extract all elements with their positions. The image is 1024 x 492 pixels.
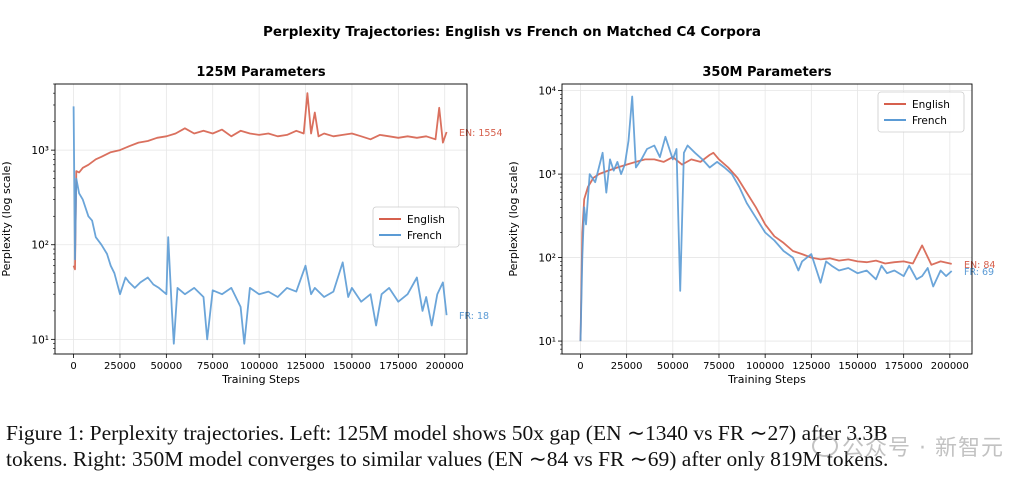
x-axis-label: Training Steps <box>221 373 300 386</box>
x-tick-label: 50000 <box>657 361 689 372</box>
x-tick-label: 100000 <box>746 361 784 372</box>
y-axis-label: Perplexity (log scale) <box>507 161 520 276</box>
wechat-icon <box>812 435 839 457</box>
axes-frame <box>54 83 468 355</box>
watermark: 公众号 · 新智元 <box>812 430 1004 462</box>
axes-frame <box>561 83 973 355</box>
caption-line-2: tokens. Right: 350M model converges to s… <box>6 447 889 471</box>
series-line-french <box>579 95 953 342</box>
y-tick-label: 10² <box>538 253 556 265</box>
chart-125m: 125M Parameters EN: 1554 FR: 18 0 25000 50000… <box>0 65 503 386</box>
y-tick-label: 10² <box>31 240 49 252</box>
legend-label-english: English <box>912 99 950 111</box>
chart-title: 350M Parameters <box>702 65 832 80</box>
x-axis-label: Training Steps <box>727 373 806 386</box>
end-label-english: EN: 1554 <box>459 128 503 139</box>
series-line-french <box>72 106 448 345</box>
y-tick-label: 10¹ <box>31 334 49 346</box>
end-label-french: FR: 18 <box>459 311 489 322</box>
caption-line-1: Figure 1: Perplexity trajectories. Left:… <box>6 421 888 445</box>
x-tick-label: 0 <box>70 361 76 372</box>
y-tick-label: 10³ <box>538 169 556 181</box>
x-tick-label: 25000 <box>611 361 643 372</box>
x-tick-label: 50000 <box>150 361 182 372</box>
legend-box <box>372 206 460 248</box>
x-tick-label: 100000 <box>240 361 278 372</box>
y-tick-label: 10¹ <box>538 336 556 348</box>
end-label-english: EN: 84 <box>964 260 995 271</box>
x-tick-label: 200000 <box>931 361 969 372</box>
x-tick-label: 150000 <box>333 361 371 372</box>
x-tick-label: 75000 <box>197 361 229 372</box>
figure-suptitle: Perplexity Trajectories: English vs Fren… <box>262 24 762 40</box>
end-label-french: FR: 69 <box>964 267 994 278</box>
y-axis-label: Perplexity (log scale) <box>0 161 13 276</box>
x-tick-label: 125000 <box>286 361 324 372</box>
x-tick-label: 200000 <box>426 361 464 372</box>
legend-label-french: French <box>912 115 947 127</box>
x-tick-label: 0 <box>577 361 583 372</box>
watermark-text: 公众号 · 新智元 <box>842 436 1004 461</box>
y-tick-label: 10⁴ <box>538 86 556 98</box>
x-tick-label: 150000 <box>838 361 876 372</box>
x-tick-label: 25000 <box>104 361 136 372</box>
y-tick-label: 10³ <box>31 145 49 157</box>
x-tick-label: 175000 <box>885 361 923 372</box>
chart-title: 125M Parameters <box>196 65 326 80</box>
legend-label-french: French <box>407 230 442 242</box>
figure-caption: Figure 1: Perplexity trajectories. Left:… <box>6 420 1016 472</box>
series-line-english <box>72 92 448 271</box>
x-tick-label: 175000 <box>379 361 417 372</box>
legend-label-english: English <box>407 214 445 226</box>
x-tick-label: 125000 <box>792 361 830 372</box>
x-tick-label: 75000 <box>703 361 735 372</box>
series-line-english <box>579 151 952 342</box>
legend-box <box>877 91 965 133</box>
